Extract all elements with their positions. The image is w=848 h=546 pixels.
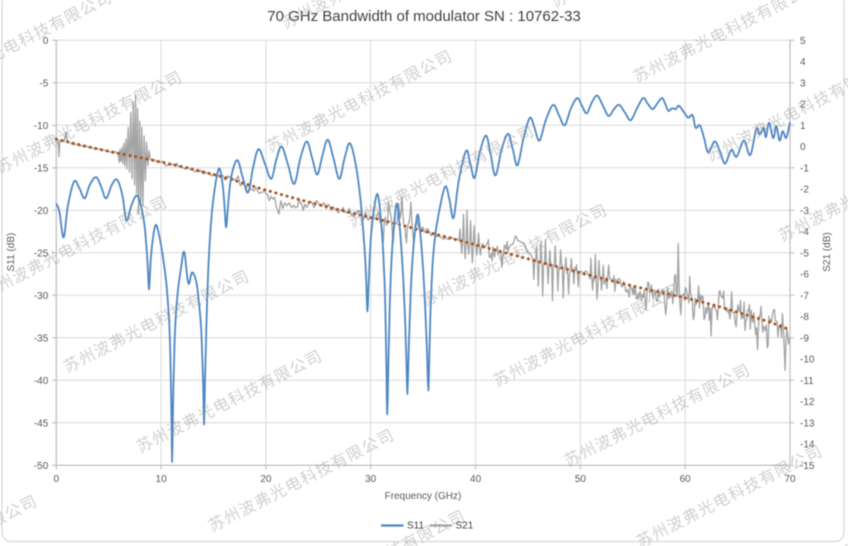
svg-text:苏州波弗光电科技有限公司: 苏州波弗光电科技有限公司 bbox=[61, 267, 253, 377]
svg-text:-4: -4 bbox=[800, 227, 809, 238]
svg-text:-50: -50 bbox=[34, 461, 49, 472]
svg-text:-11: -11 bbox=[800, 376, 814, 387]
svg-text:-5: -5 bbox=[800, 248, 809, 259]
svg-text:苏州波弗光电科技有限公司: 苏州波弗光电科技有限公司 bbox=[419, 201, 611, 311]
svg-text:0: 0 bbox=[54, 474, 60, 485]
svg-text:-30: -30 bbox=[34, 291, 49, 302]
svg-text:50: 50 bbox=[575, 474, 587, 485]
svg-text:5: 5 bbox=[800, 36, 806, 47]
svg-text:苏州波弗光电科技有限公司: 苏州波弗光电科技有限公司 bbox=[134, 347, 326, 457]
svg-text:苏州波弗光电科技有限公司: 苏州波弗光电科技有限公司 bbox=[277, 507, 469, 546]
svg-text:苏州波弗光电科技有限公司: 苏州波弗光电科技有限公司 bbox=[491, 281, 683, 391]
svg-text:-20: -20 bbox=[34, 206, 49, 217]
svg-text:0: 0 bbox=[800, 142, 806, 153]
svg-text:-45: -45 bbox=[34, 418, 49, 429]
svg-text:-10: -10 bbox=[800, 355, 815, 366]
svg-text:-35: -35 bbox=[34, 333, 49, 344]
svg-text:-8: -8 bbox=[800, 312, 809, 323]
svg-text:S11: S11 bbox=[407, 521, 424, 532]
svg-text:-3: -3 bbox=[800, 206, 809, 217]
svg-text:苏州波弗光电科技有限公司: 苏州波弗光电科技有限公司 bbox=[631, 0, 823, 87]
svg-text:苏州波弗光电科技有限公司: 苏州波弗光电科技有限公司 bbox=[705, 522, 848, 546]
svg-text:苏州波弗光电科技有限公司: 苏州波弗光电科技有限公司 bbox=[264, 47, 456, 157]
svg-text:S21 (dB): S21 (dB) bbox=[822, 232, 833, 271]
svg-text:2: 2 bbox=[800, 100, 806, 111]
svg-text:70: 70 bbox=[784, 474, 796, 485]
svg-text:-10: -10 bbox=[34, 121, 49, 132]
svg-text:70 GHz Bandwidth of modulator: 70 GHz Bandwidth of modulator SN : 10762… bbox=[267, 8, 581, 25]
svg-text:-9: -9 bbox=[800, 333, 809, 344]
svg-text:20: 20 bbox=[260, 474, 272, 485]
svg-text:-5: -5 bbox=[39, 78, 48, 89]
svg-text:S21: S21 bbox=[456, 521, 474, 532]
svg-text:-40: -40 bbox=[34, 376, 49, 387]
svg-text:苏州波弗光电科技有限公司: 苏州波弗光电科技有限公司 bbox=[776, 136, 848, 246]
svg-text:-13: -13 bbox=[800, 418, 815, 429]
svg-text:-25: -25 bbox=[34, 248, 49, 259]
svg-text:30: 30 bbox=[365, 474, 377, 485]
svg-text:苏州波弗光电科技有限公司: 苏州波弗光电科技有限公司 bbox=[0, 492, 41, 546]
svg-text:苏州波弗光电科技有限公司: 苏州波弗光电科技有限公司 bbox=[0, 0, 43, 18]
svg-text:-15: -15 bbox=[34, 163, 49, 174]
svg-text:S11 (dB): S11 (dB) bbox=[6, 233, 17, 272]
svg-text:-1: -1 bbox=[800, 163, 809, 174]
svg-text:-12: -12 bbox=[800, 397, 815, 408]
svg-text:1: 1 bbox=[800, 121, 806, 132]
svg-text:-2: -2 bbox=[800, 185, 809, 196]
svg-text:0: 0 bbox=[43, 36, 49, 47]
svg-text:苏州波弗光电科技有限公司: 苏州波弗光电科技有限公司 bbox=[704, 56, 848, 166]
svg-text:-7: -7 bbox=[800, 291, 809, 302]
svg-text:10: 10 bbox=[156, 474, 168, 485]
svg-text:3: 3 bbox=[800, 78, 806, 89]
svg-text:苏州波弗光电科技有限公司: 苏州波弗光电科技有限公司 bbox=[346, 122, 538, 232]
svg-text:40: 40 bbox=[470, 474, 482, 485]
svg-text:-15: -15 bbox=[800, 461, 815, 472]
svg-text:-6: -6 bbox=[800, 270, 809, 281]
svg-text:4: 4 bbox=[800, 57, 806, 68]
svg-text:Frequency (GHz): Frequency (GHz) bbox=[385, 491, 462, 502]
svg-text:苏州波弗光电科技有限公司: 苏州波弗光电科技有限公司 bbox=[562, 361, 754, 471]
svg-text:苏州波弗光电科技有限公司: 苏州波弗光电科技有限公司 bbox=[0, 193, 171, 303]
svg-text:苏州波弗光电科技有限公司: 苏州波弗光电科技有限公司 bbox=[634, 442, 826, 546]
svg-text:-14: -14 bbox=[800, 440, 815, 451]
svg-text:60: 60 bbox=[680, 474, 692, 485]
